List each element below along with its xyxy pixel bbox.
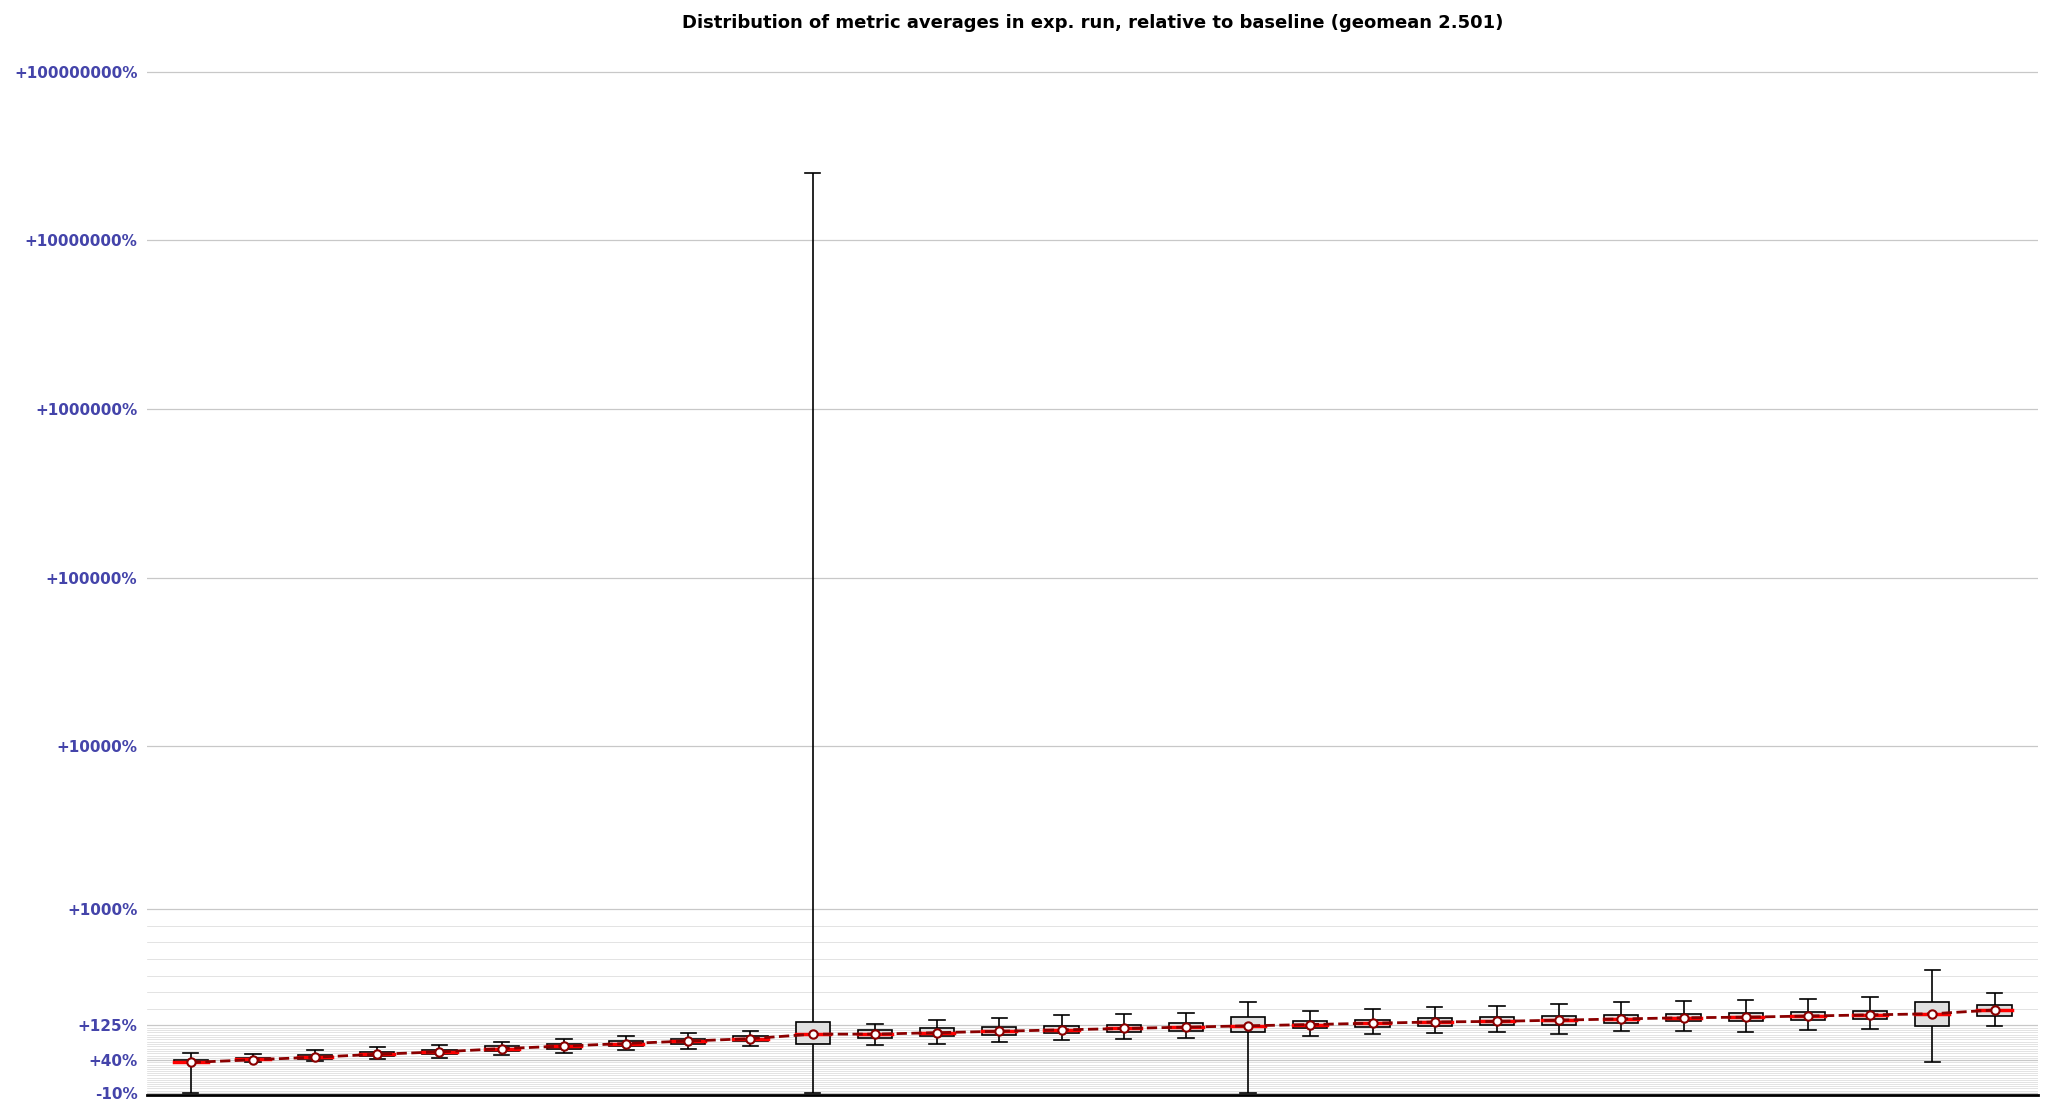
Bar bbox=[484, 1046, 519, 1051]
Bar bbox=[174, 1060, 207, 1062]
Bar bbox=[1170, 1023, 1202, 1030]
Bar bbox=[1791, 1011, 1824, 1020]
Bar bbox=[919, 1029, 954, 1037]
Bar bbox=[1231, 1017, 1266, 1032]
Bar bbox=[1479, 1017, 1514, 1026]
Bar bbox=[1978, 1006, 2011, 1016]
Bar bbox=[858, 1030, 893, 1038]
Bar bbox=[236, 1058, 271, 1060]
Bar bbox=[1356, 1020, 1389, 1027]
Bar bbox=[361, 1052, 394, 1056]
Bar bbox=[983, 1027, 1016, 1035]
Bar bbox=[1044, 1026, 1079, 1033]
Bar bbox=[1605, 1014, 1637, 1022]
Bar bbox=[1541, 1016, 1576, 1024]
Bar bbox=[733, 1037, 767, 1041]
Bar bbox=[671, 1039, 706, 1043]
Bar bbox=[609, 1041, 642, 1046]
Bar bbox=[1915, 1002, 1949, 1026]
Bar bbox=[796, 1022, 829, 1043]
Bar bbox=[298, 1056, 332, 1059]
Bar bbox=[423, 1049, 458, 1055]
Title: Distribution of metric averages in exp. run, relative to baseline (geomean 2.501: Distribution of metric averages in exp. … bbox=[681, 13, 1504, 32]
Bar bbox=[1293, 1021, 1328, 1029]
Bar bbox=[1106, 1024, 1141, 1032]
Bar bbox=[1853, 1011, 1888, 1019]
Bar bbox=[1728, 1013, 1763, 1021]
Bar bbox=[546, 1043, 581, 1049]
Bar bbox=[1666, 1013, 1701, 1021]
Bar bbox=[1418, 1018, 1453, 1026]
